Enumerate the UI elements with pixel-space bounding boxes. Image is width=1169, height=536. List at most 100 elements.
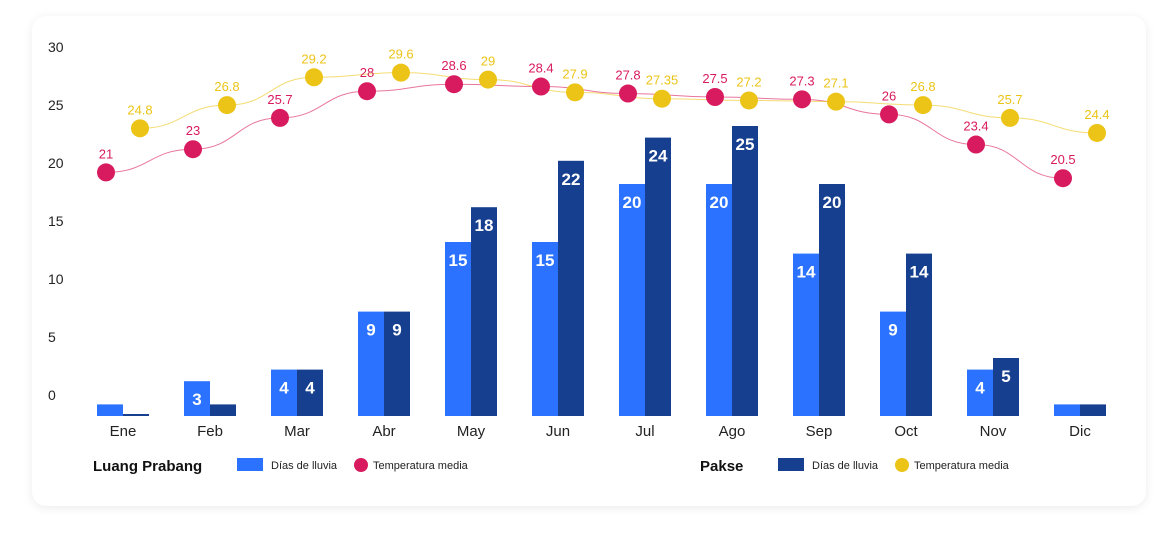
- temperature-point-label: 23.4: [963, 119, 988, 134]
- legend-label-line: Temperatura media: [914, 460, 1010, 472]
- rain-bar: [993, 358, 1019, 416]
- temperature-point-label: 26.8: [214, 79, 239, 94]
- temperature-point-label: 20.5: [1050, 152, 1075, 167]
- x-tick-label: Jun: [546, 423, 570, 440]
- bar-value-label: 15: [449, 251, 468, 270]
- legend-swatch-bar: [778, 458, 804, 471]
- bar-value-label: 1: [105, 413, 114, 432]
- x-tick-label: May: [457, 423, 486, 440]
- temperature-point-label: 26.8: [910, 79, 935, 94]
- temperature-point: [740, 91, 758, 110]
- bar-value-label: 15: [536, 251, 555, 270]
- temperature-point: [184, 140, 202, 159]
- bar-value-label: 24: [649, 147, 668, 166]
- y-axis: 0 5 10 15 20 25 30: [48, 39, 64, 403]
- bar-value-label: 0: [131, 395, 140, 414]
- legend-group-title: Pakse: [700, 458, 743, 475]
- temperature-point: [967, 135, 985, 154]
- bar-value-label: 14: [797, 263, 816, 282]
- temperature-point: [479, 70, 497, 89]
- temperature-point: [392, 63, 410, 82]
- temperature-points: 21 23 25.7 28 28.6 28.4 27.8 27.5 27.3 26 23.4 20.5…: [97, 47, 1110, 188]
- temperature-point-label: 28.4: [528, 61, 553, 76]
- bar-value-label: 25: [736, 135, 755, 154]
- rain-bar: [384, 311, 410, 416]
- rain-bars: [97, 126, 1106, 416]
- bar-value-label: 20: [823, 193, 842, 212]
- temperature-point-label: 25.7: [267, 92, 292, 107]
- rain-bar: [210, 404, 236, 416]
- temperature-point-label: 29.2: [301, 51, 326, 66]
- temperature-point: [1088, 123, 1106, 142]
- temperature-point: [97, 163, 115, 182]
- temperature-line: [105, 83, 1064, 179]
- bar-value-label: 4: [305, 379, 315, 398]
- bar-value-label: 1: [1088, 413, 1097, 432]
- rain-bar: [558, 160, 584, 416]
- rain-bar: [793, 253, 819, 416]
- temperature-point-label: 25.7: [997, 92, 1022, 107]
- legend-label-line: Temperatura media: [373, 460, 469, 472]
- legend-swatch-bar: [237, 458, 263, 471]
- rain-bar: [271, 369, 297, 416]
- bar-value-label: 5: [1001, 367, 1010, 386]
- temperature-point: [1001, 108, 1019, 127]
- temperature-point: [914, 96, 932, 115]
- rain-bar: [471, 207, 497, 416]
- x-tick-label: Feb: [197, 423, 223, 440]
- x-tick-label: Abr: [372, 423, 395, 440]
- rain-bar: [819, 184, 845, 416]
- temperature-point-label: 28.6: [441, 58, 466, 73]
- bar-value-label: 9: [888, 321, 897, 340]
- x-tick-label: Ago: [719, 423, 746, 440]
- temperature-point-label: 27.2: [736, 74, 761, 89]
- rain-bar: [358, 311, 384, 416]
- y-tick-label: 15: [48, 213, 64, 229]
- temperature-point-label: 27.8: [615, 68, 640, 83]
- temperature-point: [880, 105, 898, 124]
- rain-bar: [1054, 404, 1080, 416]
- temperature-point-label: 24.4: [1084, 107, 1109, 122]
- bar-value-label: 9: [366, 321, 375, 340]
- temperature-point-label: 27.3: [789, 73, 814, 88]
- legend-swatch-line: [354, 458, 368, 472]
- temperature-point-label: 29.6: [388, 47, 413, 62]
- x-tick-label: Oct: [894, 423, 918, 440]
- rain-bar: [532, 242, 558, 416]
- bar-value-label: 18: [475, 216, 494, 235]
- temperature-point-label: 27.1: [823, 76, 848, 91]
- bar-value-label: 14: [910, 263, 929, 282]
- bar-value-label: 1: [218, 413, 227, 432]
- temperature-point-label: 28: [360, 65, 374, 80]
- legend-swatch-line: [895, 458, 909, 472]
- y-tick-label: 25: [48, 97, 64, 113]
- y-tick-label: 10: [48, 271, 64, 287]
- temperature-point: [827, 92, 845, 111]
- y-tick-label: 5: [48, 329, 56, 345]
- temperature-point: [619, 84, 637, 103]
- rain-bar: [967, 369, 993, 416]
- legend-label-bar: Días de lluvia: [271, 460, 338, 472]
- rain-bar: [123, 414, 149, 416]
- legend-group-title: Luang Prabang: [93, 458, 202, 475]
- temperature-point-label: 27.5: [702, 71, 727, 86]
- temperature-point-label: 29: [481, 54, 495, 69]
- bar-value-label: 20: [710, 193, 729, 212]
- y-tick-label: 20: [48, 155, 64, 171]
- bar-value-label: 20: [623, 193, 642, 212]
- x-tick-label: Jul: [635, 423, 654, 440]
- rain-bar: [1080, 404, 1106, 416]
- temperature-point-label: 21: [99, 146, 113, 161]
- x-tick-label: Sep: [806, 423, 833, 440]
- x-tick-label: Ene: [110, 423, 137, 440]
- x-tick-label: Dic: [1069, 423, 1091, 440]
- x-tick-label: Mar: [284, 423, 310, 440]
- chart-card: [32, 16, 1146, 506]
- rain-bar: [706, 184, 732, 416]
- y-tick-label: 0: [48, 387, 56, 403]
- rain-bar: [906, 253, 932, 416]
- rain-bar: [732, 126, 758, 416]
- rain-bar: [297, 369, 323, 416]
